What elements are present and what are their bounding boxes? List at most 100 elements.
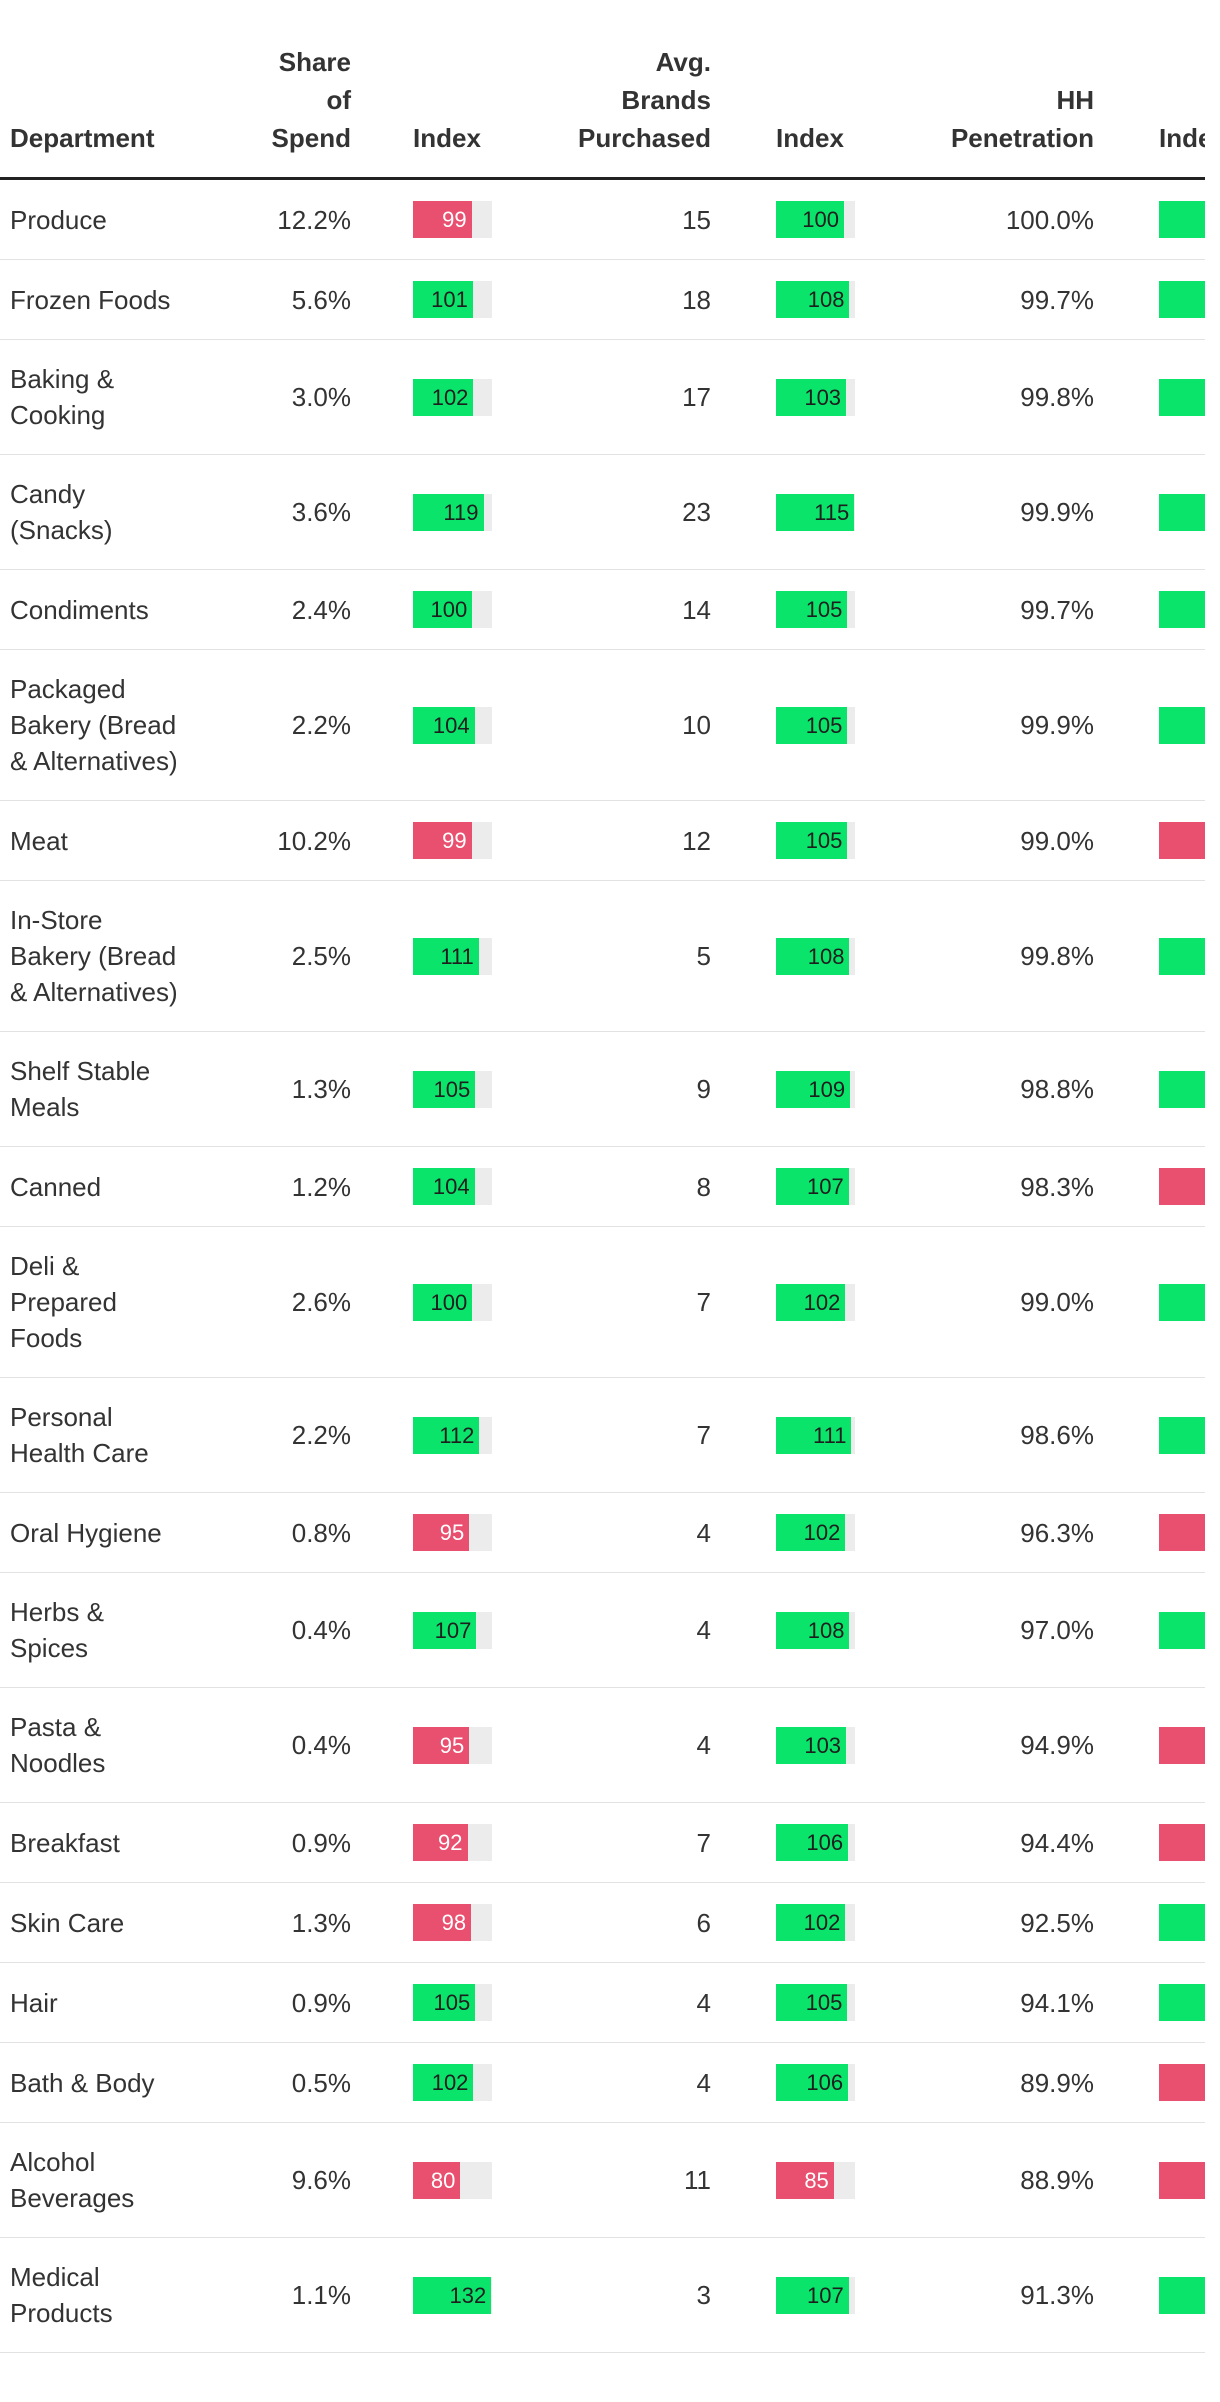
- brands-index-cell: 107: [711, 2237, 900, 2353]
- share-index-cell: 99: [351, 178, 520, 260]
- hh-index-bar: [1159, 706, 1205, 744]
- brands-index-cell: 105: [711, 1962, 900, 2043]
- hh-index-bar: [1159, 591, 1205, 628]
- brands-cell: 7: [520, 1377, 711, 1493]
- column-header: Share of Spend: [220, 0, 351, 180]
- share-index-cell: 98: [351, 1882, 520, 1963]
- hh-penetration-cell: 100.0%: [900, 178, 1094, 260]
- department-name: Bath & Body: [10, 2067, 155, 2098]
- share-cell: 0.4%: [220, 1572, 351, 1688]
- share-cell: 3.0%: [220, 339, 351, 455]
- share-index-cell: 99: [351, 800, 520, 881]
- brands-cell: 6: [520, 1882, 711, 1963]
- share-index-cell: 100: [351, 1226, 520, 1378]
- table-row: Bath & Body 0.5% 102 4 106 89.9%: [0, 2042, 1205, 2123]
- index-bar: 119: [413, 493, 484, 531]
- hh-penetration-cell: 99.9%: [900, 649, 1094, 801]
- index-bar: 107: [776, 2276, 849, 2314]
- index-track: 107: [776, 2276, 855, 2314]
- index-bar: 132: [413, 2276, 492, 2314]
- index-track: 98: [413, 1904, 492, 1941]
- index-track: 103: [776, 378, 855, 416]
- index-track: 102: [413, 378, 492, 416]
- department-cell: In-Store Bakery (Bread & Alternatives): [0, 880, 220, 1032]
- index-track: 92: [413, 1824, 492, 1861]
- brands-cell: 17: [520, 339, 711, 455]
- brands-cell: 3: [520, 2237, 711, 2353]
- table-row: Medical Products 1.1% 132 3 107 91.3%: [0, 2237, 1205, 2353]
- hh-index-bar: [1159, 2064, 1205, 2101]
- share-cell: 2.6%: [220, 1226, 351, 1378]
- hh-index-cell: [1094, 454, 1205, 570]
- hh-index-bar: [1159, 822, 1205, 859]
- index-track: 105: [776, 822, 855, 859]
- share-index-cell: 132: [351, 2237, 520, 2353]
- brands-cell: 11: [520, 2122, 711, 2238]
- index-bar: 111: [776, 1416, 852, 1454]
- brands-index-cell: 102: [711, 1226, 900, 1378]
- department-cell: Baking & Cooking: [0, 339, 220, 455]
- header-text: Index: [413, 123, 481, 153]
- index-track: 105: [776, 591, 855, 628]
- index-bar: 103: [776, 1726, 847, 1764]
- index-track: 108: [776, 937, 855, 975]
- department-name: Frozen Foods: [10, 284, 171, 315]
- table-row: In-Store Bakery (Bread & Alternatives) 2.…: [0, 880, 1205, 1032]
- hh-index-cell: [1094, 2122, 1205, 2238]
- department-cell: Medical Products: [0, 2237, 220, 2353]
- share-index-cell: 104: [351, 1146, 520, 1227]
- hh-penetration-cell: 99.0%: [900, 1226, 1094, 1378]
- index-track: 85: [776, 2161, 855, 2199]
- index-bar: 85: [776, 2161, 834, 2199]
- share-index-cell: 101: [351, 259, 520, 340]
- header-row: Department Share of Spend Index Avg. Brands…: [0, 0, 1205, 180]
- share-index-cell: 95: [351, 1687, 520, 1803]
- hh-index-bar: [1159, 1611, 1205, 1649]
- table-body: Produce 12.2% 99 15 100 100.0% Frozen Foods 5.6…: [0, 178, 1205, 2353]
- index-track: 102: [776, 1283, 855, 1321]
- department-name: Alcohol Beverages: [10, 2147, 135, 2213]
- table-row: Breakfast 0.9% 92 7 106 94.4%: [0, 1802, 1205, 1883]
- index-bar: 106: [776, 1824, 849, 1861]
- brands-index-cell: 105: [711, 800, 900, 881]
- department-name: Canned: [10, 1171, 102, 1202]
- hh-index-cell: [1094, 880, 1205, 1032]
- index-track: 111: [413, 937, 492, 975]
- share-cell: 3.6%: [220, 454, 351, 570]
- index-track: 109: [776, 1070, 855, 1108]
- hh-index-cell: [1094, 2237, 1205, 2353]
- table-row: Condiments 2.4% 100 14 105 99.7%: [0, 569, 1205, 650]
- index-track: 107: [776, 1168, 855, 1205]
- brands-cell: 10: [520, 649, 711, 801]
- brands-cell: 5: [520, 880, 711, 1032]
- department-cell: Pasta & Noodles: [0, 1687, 220, 1803]
- share-index-cell: 107: [351, 1572, 520, 1688]
- department-name: Pasta & Noodles: [10, 1712, 106, 1778]
- index-bar: 109: [776, 1070, 851, 1108]
- share-cell: 1.2%: [220, 1146, 351, 1227]
- share-index-cell: 104: [351, 649, 520, 801]
- hh-index-bar: [1159, 378, 1205, 416]
- brands-index-cell: 105: [711, 649, 900, 801]
- hh-penetration-cell: 99.7%: [900, 569, 1094, 650]
- brands-index-cell: 108: [711, 259, 900, 340]
- table-row: Baking & Cooking 3.0% 102 17 103 99.8%: [0, 339, 1205, 455]
- department-name: Oral Hygiene: [10, 1517, 162, 1548]
- index-track: 95: [413, 1514, 492, 1551]
- brands-cell: 18: [520, 259, 711, 340]
- index-track: 95: [413, 1726, 492, 1764]
- department-name: Produce: [10, 204, 107, 235]
- brands-index-cell: 109: [711, 1031, 900, 1147]
- hh-penetration-cell: 92.5%: [900, 1882, 1094, 1963]
- hh-index-cell: [1094, 1377, 1205, 1493]
- index-bar: 115: [776, 493, 855, 531]
- share-index-cell: 80: [351, 2122, 520, 2238]
- table-row: Alcohol Beverages 9.6% 80 11 85 88.9%: [0, 2122, 1205, 2238]
- index-bar: 105: [776, 1984, 848, 2021]
- hh-index-bar: [1159, 1726, 1205, 1764]
- index-bar: 108: [776, 937, 850, 975]
- hh-penetration-cell: 94.1%: [900, 1962, 1094, 2043]
- department-cell: Packaged Bakery (Bread & Alternatives): [0, 649, 220, 801]
- hh-index-cell: [1094, 569, 1205, 650]
- brands-cell: 4: [520, 1492, 711, 1573]
